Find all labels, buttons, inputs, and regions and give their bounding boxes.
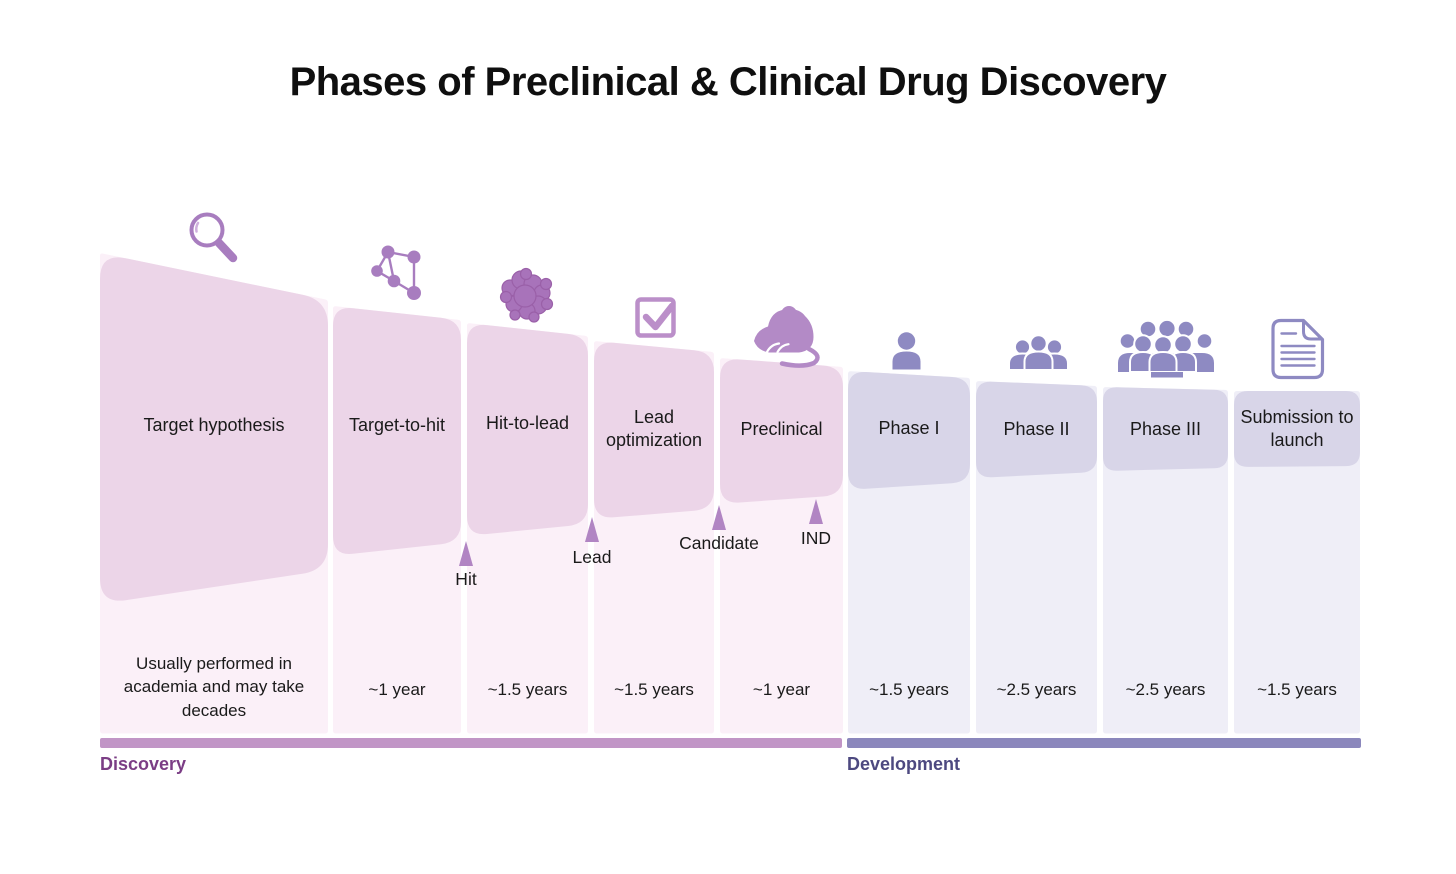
section-label-discovery: Discovery <box>100 754 187 774</box>
molecule-network-icon <box>371 245 421 300</box>
phase-duration: ~2.5 years <box>1125 680 1206 699</box>
milestone-label-lead: Lead <box>572 547 612 567</box>
phase-label-submission-to-launch: Submission to launch <box>1240 406 1354 450</box>
small-group-icon <box>1008 334 1069 371</box>
phase-duration: ~1.5 years <box>869 680 949 699</box>
phase-label-hit-to-lead: Hit-to-lead <box>485 413 570 434</box>
page-title: Phases of Preclinical & Clinical Drug Di… <box>289 60 1167 104</box>
document-icon <box>1271 318 1325 380</box>
milestone-arrow-hit <box>459 541 473 566</box>
milestone-label-hit: Hit <box>455 569 477 589</box>
milestone-arrow-lead <box>585 517 599 542</box>
phase-label-target-to-hit: Target-to-hit <box>348 415 446 436</box>
phase-block <box>976 381 1097 478</box>
phase-label-phase-3: Phase III <box>1129 419 1202 440</box>
discovery-bar <box>100 738 842 748</box>
phase-duration: ~1 year <box>368 680 426 699</box>
phase-label-lead-optimization: Lead optimization <box>605 406 703 450</box>
phase-block <box>594 342 714 518</box>
phase-block <box>1103 387 1228 471</box>
protein-blob-icon <box>499 267 554 323</box>
phase-block <box>100 257 328 601</box>
phase-column-strip <box>1234 391 1360 734</box>
phase-block <box>720 359 843 503</box>
phase-label-phase-1: Phase I <box>878 418 940 439</box>
phase-block <box>1234 391 1360 467</box>
checkbox-icon <box>635 297 676 338</box>
large-group-icon <box>1118 318 1214 378</box>
phase-duration: Usually performed in academia and may ta… <box>123 654 305 720</box>
milestone-label-candidate: Candidate <box>679 533 759 553</box>
milestone-arrow-candidate <box>712 505 726 530</box>
phase-block <box>333 307 461 555</box>
milestone-arrow-ind <box>809 499 823 524</box>
phase-duration: ~1.5 years <box>614 680 694 699</box>
phase-label-preclinical: Preclinical <box>740 419 823 440</box>
phase-duration: ~2.5 years <box>996 680 1077 699</box>
single-person-icon <box>892 332 921 370</box>
phase-duration: ~1.5 years <box>487 680 568 699</box>
development-bar <box>847 738 1361 748</box>
phase-label-phase-2: Phase II <box>1003 419 1070 440</box>
section-label-development: Development <box>847 754 961 774</box>
phase-duration: ~1.5 years <box>1257 680 1337 699</box>
phase-column-strip <box>1103 387 1228 734</box>
phase-block <box>467 324 588 535</box>
phase-block <box>848 371 970 489</box>
milestone-label-ind: IND <box>800 528 832 548</box>
phase-duration: ~1 year <box>752 680 811 699</box>
phase-label-target-hypothesis: Target hypothesis <box>143 415 285 436</box>
mouse-icon <box>754 306 820 368</box>
magnifier-icon <box>189 212 238 263</box>
